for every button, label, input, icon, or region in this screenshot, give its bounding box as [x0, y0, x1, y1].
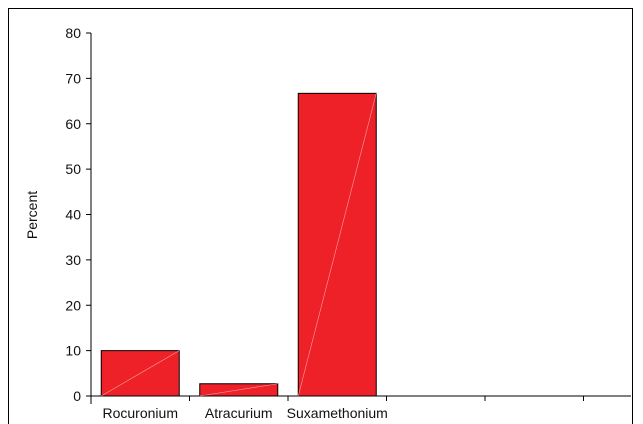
y-tick-label: 60 [65, 116, 81, 132]
y-tick-label: 50 [65, 161, 81, 177]
bar-highlight [199, 383, 278, 397]
y-tick-label: 0 [73, 388, 81, 404]
y-tick-label: 30 [65, 252, 81, 268]
y-tick-label: 10 [65, 343, 81, 359]
bar-highlight [297, 93, 377, 397]
y-tick-label: 70 [65, 70, 81, 86]
y-tick-label: 20 [65, 297, 81, 313]
y-axis-title: Percent [24, 191, 40, 239]
y-tick-label: 80 [65, 25, 81, 41]
bar-highlight [101, 350, 180, 397]
bars [100, 92, 377, 397]
y-tick-label: 40 [65, 207, 81, 223]
x-tick-label: Suxamethonium [287, 405, 388, 421]
chart-frame [8, 8, 633, 424]
x-ticks: Rocuronium Atracurium Suxamethonium [103, 396, 584, 421]
y-ticks: 0 10 20 30 40 50 60 70 80 [65, 25, 91, 404]
x-tick-label: Atracurium [205, 405, 273, 421]
x-tick-label: Rocuronium [103, 405, 178, 421]
